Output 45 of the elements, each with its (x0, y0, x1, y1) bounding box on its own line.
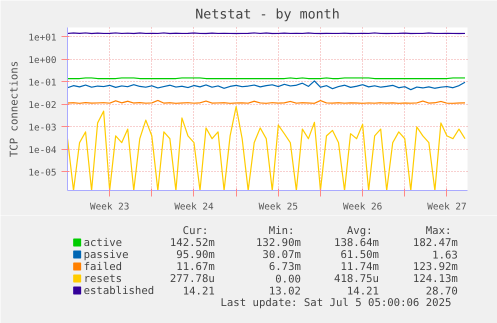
text: 28.70 (426, 284, 458, 298)
y-tick-label: 1e-03 (28, 122, 57, 134)
legend-label: failed (84, 260, 122, 273)
text: 277.78u (170, 272, 215, 285)
text: 6.73m (268, 260, 301, 273)
text: 138.64m (334, 236, 379, 249)
text: 182.47m (412, 236, 458, 249)
y-tick-label: 1e-04 (28, 144, 57, 156)
text: 61.50m (340, 248, 379, 261)
text: 132.90m (256, 236, 301, 249)
text: 124.13m (412, 272, 458, 285)
text: 30.07m (262, 248, 301, 261)
legend-label: established (84, 284, 154, 297)
text: 11.74m (340, 260, 379, 273)
x-tick-label: Week 25 (258, 202, 298, 212)
legend-label: active (84, 236, 122, 249)
chart-title: Netstat - by month (195, 8, 340, 22)
y-axis-title: TCP connections (7, 60, 20, 158)
text: 1.63 (432, 248, 458, 262)
y-tick-label: 1e+01 (28, 32, 57, 44)
x-tick-label: Week 27 (427, 202, 467, 212)
y-tick-label: 1e-02 (28, 100, 57, 111)
y-tick-label: 1e-05 (28, 167, 57, 178)
x-tick-label: Week 23 (90, 202, 130, 212)
text: 123.92m (412, 260, 458, 273)
text: 14.21 (182, 284, 215, 298)
text: 11.67m (176, 260, 215, 273)
y-tick-label: 1e+00 (28, 54, 57, 66)
text: 418.75u (334, 272, 379, 285)
y-tick-label: 1e-01 (28, 77, 57, 88)
text: 14.21 (346, 284, 379, 298)
line-series (68, 80, 466, 90)
x-tick-label: Week 24 (174, 202, 214, 212)
legend-label: passive (84, 248, 129, 261)
text: 142.52m (170, 236, 215, 249)
text: Max: (426, 224, 452, 237)
text: Last update: Sat Jul 5 05:00:06 2025 (220, 296, 452, 309)
text: Cur: (182, 224, 208, 237)
text: Min: (268, 224, 294, 237)
text: 0.00 (275, 272, 301, 286)
x-tick-label: Week 26 (342, 202, 383, 212)
text: 95.90m (176, 248, 215, 261)
text: 13.02 (268, 284, 301, 298)
text: Avg: (346, 224, 373, 237)
legend-label: resets (84, 272, 122, 285)
